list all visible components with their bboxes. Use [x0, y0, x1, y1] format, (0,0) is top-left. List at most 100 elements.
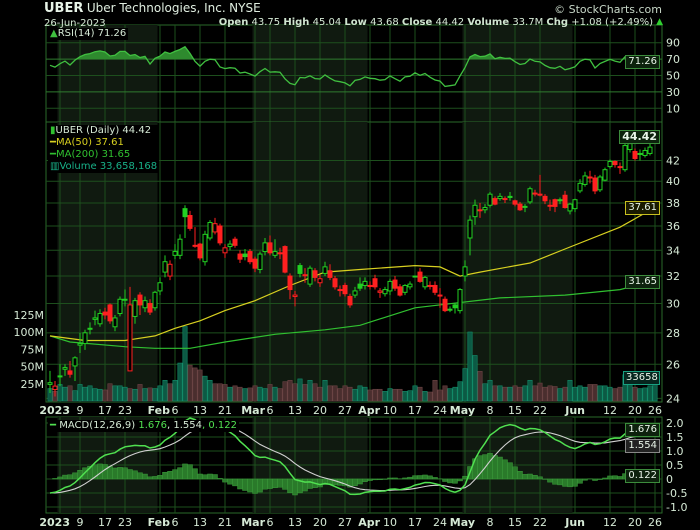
- macd-badge: 1.676: [625, 423, 660, 437]
- date-axis-label: 21: [218, 404, 232, 417]
- low-label: Low: [344, 17, 367, 28]
- candle-body: [622, 145, 628, 171]
- candle-body: [512, 200, 518, 205]
- price-tick-label: 24: [666, 392, 680, 405]
- macd-histogram-bar: [352, 478, 358, 486]
- candle-body: [77, 343, 83, 346]
- volume-bar: [367, 389, 373, 402]
- macd-histogram-bar: [522, 474, 528, 480]
- volume-bar: [57, 384, 63, 402]
- candle-body: [262, 242, 268, 253]
- macd-histogram-bar: [242, 478, 248, 491]
- candle-body: [602, 169, 608, 181]
- candle-body: [402, 284, 408, 293]
- low-value: 43.68: [370, 17, 399, 28]
- chart-title: UBER Uber Technologies, Inc. NYSE: [44, 1, 261, 16]
- signal-value: , 1.554: [167, 420, 202, 431]
- exchange: NYSE: [229, 1, 261, 15]
- price-tick-label: 42: [666, 154, 680, 167]
- candle-body: [172, 251, 178, 256]
- macd-histogram-bar: [187, 464, 193, 480]
- candle-body: [592, 177, 598, 192]
- candle-body: [47, 382, 53, 385]
- date-axis-label: 10: [383, 516, 397, 529]
- candle-body: [437, 294, 443, 297]
- candle-body: [282, 246, 288, 273]
- volume-bar: [182, 326, 188, 402]
- volume-bar: [302, 384, 308, 402]
- candle-body: [157, 282, 163, 292]
- macd-histogram-bar: [447, 478, 453, 484]
- candle-body: [212, 223, 218, 233]
- candle-body: [577, 182, 583, 192]
- rsi-badge: 71.26: [625, 55, 660, 69]
- volume-tick-label: 100M: [14, 326, 45, 339]
- macd-histogram-bar: [357, 478, 363, 485]
- volume-bar: [92, 388, 98, 402]
- macd-histogram-bar: [607, 475, 613, 480]
- date-axis-month-label: Feb: [148, 404, 171, 417]
- ma200-legend-label: MA(200) 31.65: [56, 149, 131, 160]
- volume-bar: [102, 389, 108, 402]
- volume-bar: [267, 384, 273, 402]
- candle-body: [152, 291, 158, 309]
- candle-body: [517, 203, 523, 211]
- ma50-legend-label: MA(50) 37.61: [56, 137, 124, 148]
- volume-tick-label: 125M: [14, 309, 45, 322]
- volume-bar: [262, 388, 268, 402]
- macd-histogram-bar: [457, 478, 463, 482]
- macd-histogram-bar: [257, 478, 263, 493]
- date-axis-label: 23: [118, 404, 132, 417]
- histogram-badge: 0.122: [625, 469, 660, 483]
- rsi-month-band: [462, 25, 573, 122]
- candle-body: [132, 300, 138, 317]
- macd-histogram-bar: [122, 467, 128, 480]
- volume-bar: [422, 391, 428, 402]
- volume-bar: [452, 386, 458, 402]
- macd-histogram-bar: [512, 466, 518, 480]
- date-axis-month-label: Apr: [358, 516, 380, 529]
- candle-body: [177, 238, 183, 256]
- candle-body: [642, 149, 648, 156]
- candle-body: [67, 370, 73, 375]
- volume-bar: [222, 384, 228, 402]
- volume-bar: [602, 385, 608, 402]
- volume-bar: [67, 385, 73, 402]
- macd-histogram-bar: [142, 473, 148, 480]
- date-axis-label: 9: [77, 404, 84, 417]
- volume-bar: [642, 387, 648, 402]
- date-axis-label: 13: [193, 404, 207, 417]
- candle-body: [397, 286, 403, 296]
- price-tick-label: 28: [666, 327, 680, 340]
- volume-bar: [462, 368, 468, 402]
- date-axis-label: 20: [628, 404, 642, 417]
- volume-bar: [382, 391, 388, 402]
- candle-body: [527, 188, 533, 203]
- date-axis-month-label: Feb: [148, 516, 171, 529]
- volume-bars-icon: ▥: [50, 161, 60, 172]
- date-axis-label: 13: [288, 516, 302, 529]
- candle-body: [167, 263, 173, 277]
- volume-bar: [407, 390, 413, 402]
- date-axis-label: 12: [603, 404, 617, 417]
- macd-histogram-bar: [227, 478, 233, 485]
- candle-body: [472, 204, 478, 218]
- high-label: High: [283, 17, 310, 28]
- volume-bar: [377, 388, 383, 402]
- macd-histogram-bar: [547, 478, 553, 483]
- volume-bar: [192, 367, 198, 402]
- volume-bar: [402, 391, 408, 402]
- macd-histogram-bar: [192, 468, 198, 480]
- macd-histogram-bar: [417, 475, 423, 480]
- rsi-overbought-fill: [76, 46, 655, 60]
- macd-histogram-bar: [52, 478, 58, 480]
- candle-body: [362, 280, 368, 286]
- candle-body: [522, 205, 528, 208]
- macd-histogram-bar: [527, 473, 533, 480]
- volume-bar: [577, 385, 583, 402]
- volume-bar: [202, 375, 208, 402]
- volume-bar: [392, 388, 398, 402]
- volume-bar: [62, 386, 68, 402]
- candle-body: [272, 251, 278, 256]
- volume-bar: [337, 388, 343, 402]
